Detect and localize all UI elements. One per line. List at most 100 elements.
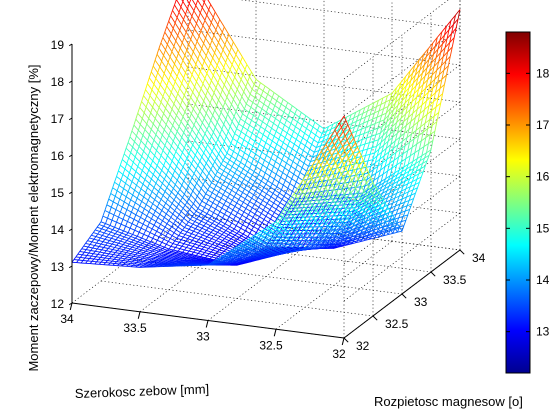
surface-segment (204, 129, 208, 134)
surface-segment (427, 42, 434, 49)
surface-segment (195, 63, 201, 72)
surface-segment (455, 18, 459, 29)
surface-segment (150, 107, 154, 113)
surface-segment (244, 160, 248, 166)
surface-segment (241, 96, 247, 105)
surface-segment (252, 174, 258, 179)
surface-segment (372, 162, 376, 170)
surface-segment (140, 135, 144, 141)
surface-segment (139, 170, 143, 176)
surface-segment (223, 79, 227, 86)
surface-segment (175, 192, 179, 197)
surface-segment (205, 148, 211, 156)
surface-segment (395, 221, 399, 225)
surface-segment (328, 234, 334, 239)
surface-segment (404, 95, 408, 104)
surface-segment (205, 107, 209, 114)
surface-segment (195, 120, 201, 128)
surface-segment (342, 194, 346, 199)
surface-segment (356, 240, 362, 243)
surface-segment (149, 89, 153, 96)
surface-segment (211, 192, 217, 196)
surface-segment (254, 92, 258, 98)
surface-segment (154, 150, 157, 156)
surface-segment (172, 136, 176, 142)
surface-segment (369, 140, 375, 144)
surface-segment (207, 107, 214, 116)
surface-segment (428, 101, 434, 106)
surface-segment (220, 241, 226, 245)
surface-segment (273, 135, 279, 140)
surface-segment (250, 106, 256, 111)
surface-segment (227, 169, 231, 175)
surface-segment (246, 194, 252, 199)
surface-segment (193, 64, 197, 70)
surface-segment (394, 169, 400, 174)
surface-segment (379, 152, 383, 160)
surface-segment (391, 185, 397, 189)
surface-segment (413, 193, 416, 199)
surface-segment (213, 188, 219, 193)
surface-segment (260, 82, 266, 87)
surface-segment (433, 92, 436, 102)
surface-segment (198, 146, 205, 154)
surface-segment (157, 174, 161, 180)
surface-segment (267, 209, 271, 214)
surface-segment (179, 100, 183, 106)
surface-segment (173, 155, 179, 162)
surface-segment (381, 148, 387, 153)
surface-segment (385, 107, 392, 114)
surface-segment (169, 203, 173, 208)
surface-segment (194, 150, 198, 156)
surface-segment (212, 75, 219, 83)
surface-segment (393, 185, 397, 191)
surface-segment (225, 230, 231, 234)
surface-segment (312, 122, 316, 128)
surface-segment (269, 88, 275, 93)
surface-segment (272, 105, 276, 111)
surface-segment (174, 166, 178, 171)
surface-segment (158, 139, 161, 146)
surface-segment (114, 176, 117, 183)
surface-segment (318, 244, 324, 249)
surface-segment (380, 162, 383, 171)
surface-segment (385, 95, 388, 103)
surface-segment (228, 180, 232, 185)
surface-segment (147, 134, 150, 141)
surface-segment (398, 107, 401, 116)
surface-segment (402, 95, 408, 101)
surface-segment (157, 84, 161, 91)
surface-segment (202, 0, 205, 3)
surface-segment (276, 208, 282, 213)
surface-segment (248, 241, 254, 246)
surface-segment (362, 209, 365, 213)
surface-segment (270, 145, 276, 150)
surface-segment (268, 150, 274, 155)
surface-segment (340, 235, 346, 239)
surface-segment (176, 76, 183, 84)
surface-segment (270, 196, 276, 201)
surface-segment (184, 224, 187, 228)
surface-segment (393, 179, 396, 184)
surface-segment (266, 190, 269, 195)
surface-segment (209, 154, 216, 162)
surface-segment (166, 223, 172, 228)
surface-segment (214, 227, 220, 231)
surface-segment (133, 171, 137, 177)
surface-segment (229, 126, 236, 134)
surface-segment (373, 100, 379, 104)
surface-segment (391, 119, 395, 127)
surface-segment (191, 173, 195, 178)
surface-segment (437, 78, 443, 85)
surface-segment (134, 198, 138, 203)
surface-segment (402, 175, 408, 180)
surface-segment (393, 187, 399, 192)
surface-segment (173, 199, 179, 205)
surface-segment (431, 69, 438, 76)
surface-segment (359, 238, 364, 241)
surface-segment (164, 217, 170, 221)
surface-segment (386, 205, 389, 209)
surface-segment (279, 108, 285, 113)
surface-segment (259, 156, 265, 161)
surface-segment (222, 101, 226, 108)
